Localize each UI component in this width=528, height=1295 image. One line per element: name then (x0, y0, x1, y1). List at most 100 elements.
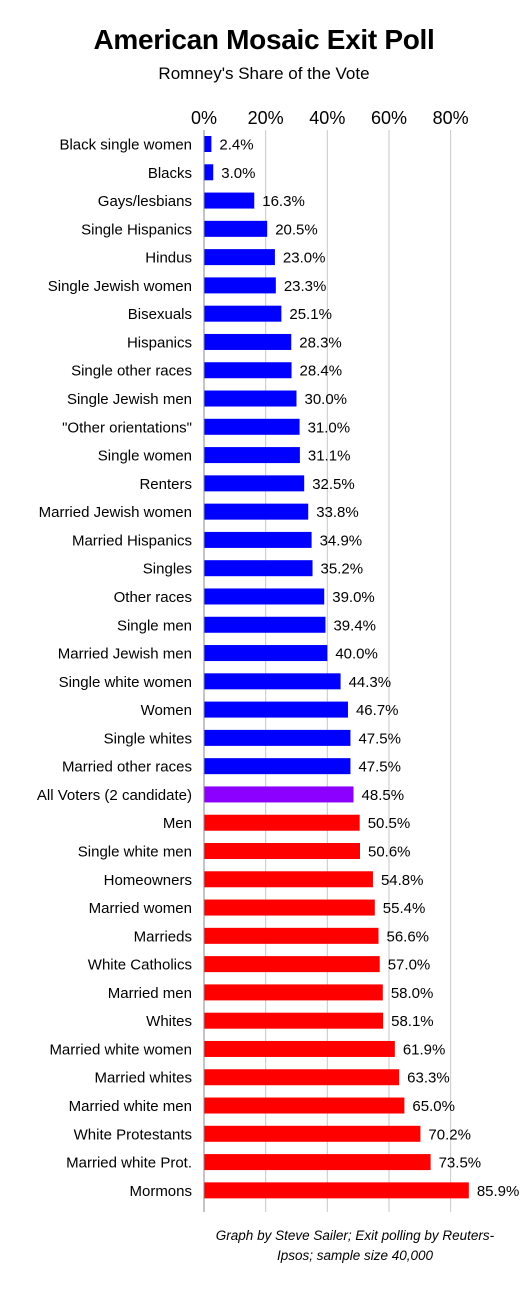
category-label: White Catholics (88, 957, 192, 974)
category-label: Homeowners (104, 872, 192, 889)
value-label: 2.4% (219, 137, 253, 154)
bar (204, 305, 282, 322)
category-label: Single white women (59, 674, 192, 691)
category-label: Gays/lesbians (98, 193, 192, 210)
bar (204, 814, 360, 831)
value-label: 28.3% (299, 334, 342, 351)
bar (204, 729, 351, 746)
value-label: 35.2% (321, 561, 364, 578)
value-label: 23.3% (284, 278, 327, 295)
value-label: 47.5% (358, 730, 401, 747)
category-label: Hispanics (127, 334, 192, 351)
value-label: 25.1% (289, 306, 332, 323)
value-label: 20.5% (275, 221, 318, 238)
value-label: 50.5% (368, 815, 411, 832)
value-label: 16.3% (262, 193, 305, 210)
value-label: 47.5% (358, 759, 401, 776)
value-label: 55.4% (383, 900, 426, 917)
bar (204, 1125, 421, 1142)
category-label: Single Jewish men (67, 391, 192, 408)
category-label: Single whites (104, 730, 192, 747)
bar (204, 418, 300, 435)
bar (204, 701, 348, 718)
x-tick-label: 60% (371, 108, 407, 128)
x-tick-label: 20% (248, 108, 284, 128)
bar (204, 1069, 400, 1086)
category-label: Other races (114, 589, 192, 606)
value-label: 39.0% (332, 589, 375, 606)
category-label: Single men (117, 617, 192, 634)
category-label: Married Hispanics (72, 532, 192, 549)
chart-title: American Mosaic Exit Poll (93, 24, 435, 55)
category-label: Married white women (49, 1041, 192, 1058)
category-label: Mormons (129, 1183, 192, 1200)
value-label: 61.9% (403, 1041, 446, 1058)
category-label: Married women (89, 900, 192, 917)
bar (204, 503, 309, 520)
value-label: 28.4% (300, 363, 343, 380)
x-tick-label: 80% (433, 108, 469, 128)
value-label: 31.0% (308, 419, 351, 436)
category-label: Single Hispanics (81, 221, 192, 238)
category-label: Married Jewish men (58, 646, 192, 663)
value-label: 48.5% (362, 787, 405, 804)
category-label: Women (141, 702, 192, 719)
category-label: Married white men (69, 1098, 192, 1115)
bars (204, 136, 469, 1199)
value-label: 56.6% (386, 928, 429, 945)
value-label: 46.7% (356, 702, 399, 719)
bar (204, 843, 360, 859)
value-label: 58.1% (391, 1013, 434, 1030)
bar (204, 588, 325, 605)
value-label: 33.8% (316, 504, 359, 521)
category-label: Blacks (148, 165, 192, 182)
x-tick-label: 40% (309, 108, 345, 128)
bar (204, 1182, 469, 1199)
bar (204, 249, 275, 266)
value-label: 40.0% (335, 646, 378, 663)
bar (204, 984, 383, 1001)
chart-subtitle: Romney's Share of the Vote (158, 64, 370, 83)
category-label: Married white Prot. (66, 1155, 192, 1172)
chart-credit: Graph by Steve Sailer; Exit polling by R… (215, 1228, 495, 1263)
bar (204, 616, 326, 633)
category-label: Black single women (59, 137, 192, 154)
value-label: 34.9% (320, 532, 363, 549)
bar (204, 758, 351, 775)
category-label: Married whites (94, 1070, 192, 1087)
bar (204, 475, 305, 492)
bar (204, 560, 313, 577)
value-labels: 2.4% 3.0% 16.3% 20.5% 23.0% 23.3% 25.1% 28.3% 28… (219, 137, 519, 1200)
category-label: Married men (108, 985, 192, 1002)
bar (204, 673, 341, 690)
bar (204, 645, 328, 662)
category-label: Single other races (71, 363, 192, 380)
bar (204, 899, 375, 916)
x-tick-label: 0% (191, 108, 217, 128)
bar (204, 531, 312, 548)
category-label: Men (163, 815, 192, 832)
value-label: 57.0% (388, 957, 431, 974)
category-label: "Other orientations" (62, 419, 192, 436)
bar (204, 136, 212, 152)
bar (204, 786, 354, 803)
bar (204, 220, 268, 237)
x-axis-ticks: 0% 20% 40% 60% 80% (191, 108, 469, 128)
value-label: 50.6% (368, 844, 411, 861)
bar (204, 333, 292, 350)
bar (204, 1040, 395, 1057)
value-label: 31.1% (308, 448, 351, 465)
category-label: Singles (143, 561, 192, 578)
value-label: 54.8% (381, 872, 424, 889)
category-label: Bisexuals (128, 306, 192, 323)
bar (204, 390, 297, 407)
category-label: Married Jewish women (39, 504, 192, 521)
category-label: Single women (98, 448, 192, 465)
value-label: 23.0% (283, 250, 326, 267)
bar (204, 871, 373, 888)
value-label: 58.0% (391, 985, 434, 1002)
value-label: 30.0% (304, 391, 347, 408)
value-label: 44.3% (349, 674, 392, 691)
value-label: 70.2% (428, 1126, 471, 1143)
